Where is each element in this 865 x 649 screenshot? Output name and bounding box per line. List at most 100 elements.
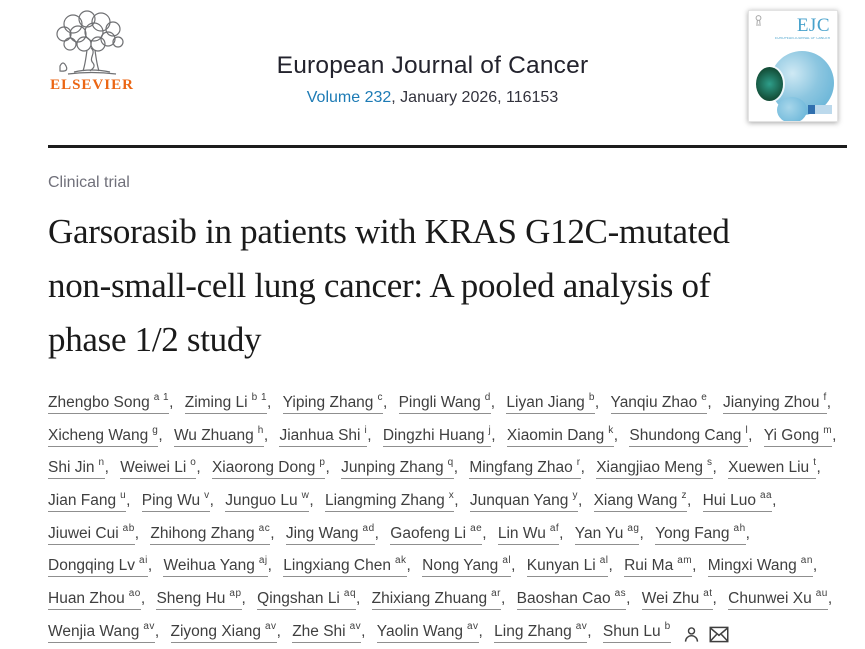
author-separator: , [263, 426, 269, 444]
author-link[interactable]: Gaofeng Li ae [390, 522, 483, 545]
author-link[interactable]: Xiaomin Dang k [506, 424, 614, 447]
author-item: Yong Fang ah, [655, 516, 750, 549]
author-link[interactable]: Weihua Yang aj [163, 555, 268, 578]
author-separator: , [361, 622, 366, 640]
author-separator: , [639, 524, 644, 542]
author-link[interactable]: Dingzhi Huang j [382, 425, 492, 447]
author-link[interactable]: Wenjia Wang av [48, 621, 155, 643]
author-separator: , [712, 459, 717, 477]
author-affiliation-sup: b [664, 620, 671, 632]
author-link[interactable]: Baoshan Cao as [516, 587, 627, 611]
author-link[interactable]: Weiwei Li o [120, 457, 197, 480]
article-title: Garsorasib in patients with KRAS G12C-mu… [48, 212, 730, 359]
author-link[interactable]: Ziming Li b 1 [184, 392, 268, 415]
author-link[interactable]: Mingfang Zhao r [469, 457, 581, 480]
author-affiliation-sup: c [377, 392, 383, 403]
author-separator: , [594, 394, 600, 412]
author-link[interactable]: Ling Zhang av [494, 621, 588, 643]
journal-title-link[interactable]: European Journal of Cancer [276, 52, 589, 79]
author-affiliation-sup: ae [470, 522, 483, 534]
author-link[interactable]: Qingshan Li aq [257, 588, 357, 611]
author-link[interactable]: Pingli Wang d [398, 392, 491, 415]
author-link[interactable]: Zhe Shi av [292, 621, 362, 643]
author-link[interactable]: Shundong Cang l [629, 425, 749, 447]
author-affiliation-sup: ah [733, 522, 746, 534]
author-link[interactable]: Zhengbo Song a 1 [48, 392, 170, 415]
author-link[interactable]: Xiang Wang z [593, 490, 687, 513]
author-separator: , [406, 557, 411, 575]
author-link[interactable]: Dongqing Lv ai [48, 555, 148, 578]
author-affiliation-sup: aa [760, 489, 773, 501]
author-link[interactable]: Xuewen Liu t [728, 457, 817, 480]
author-link[interactable]: Shun Lu b [602, 620, 671, 643]
author-link[interactable]: Jing Wang ad [285, 523, 375, 545]
author-link[interactable]: Jianying Zhou f [722, 392, 827, 415]
author-link[interactable]: Rui Ma am [624, 555, 693, 578]
author-link[interactable]: Lingxiang Chen ak [283, 555, 407, 578]
author-link[interactable]: Yanqiu Zhao e [610, 392, 708, 415]
author-link[interactable]: Xiangjiao Meng s [596, 457, 713, 480]
author-name: Ping Wu [141, 492, 201, 510]
author-name: Jing Wang [285, 524, 359, 542]
author-link[interactable]: Jianhua Shi i [279, 425, 368, 447]
author-link[interactable]: Junping Zhang q [341, 457, 454, 480]
author-link[interactable]: Mingxi Wang an [707, 555, 813, 578]
correspondence-envelope-icon[interactable] [709, 626, 729, 643]
author-link[interactable]: Liangming Zhang x [324, 490, 455, 513]
author-name: Wei Zhu [641, 590, 700, 608]
elsevier-logo[interactable]: ELSEVIER [45, 10, 139, 94]
author-name: Jianhua Shi [279, 426, 361, 444]
author-link[interactable]: Nong Yang al [422, 555, 512, 578]
author-link[interactable]: Yi Gong m [763, 425, 833, 447]
author-link[interactable]: Xiaorong Dong p [211, 457, 326, 480]
author-item: Junping Zhang q, [341, 450, 458, 483]
author-link[interactable]: Zhihong Zhang ac [150, 523, 271, 545]
author-item: Dongqing Lv ai, [48, 548, 152, 581]
author-item: Xuewen Liu t, [728, 450, 821, 483]
author-link[interactable]: Xicheng Wang g [48, 425, 159, 447]
author-link[interactable]: Jian Fang u [48, 490, 127, 513]
author-link[interactable]: Kunyan Li al [526, 555, 609, 578]
author-link[interactable]: Jiuwei Cui ab [48, 523, 135, 545]
author-link[interactable]: Hui Luo aa [702, 489, 773, 513]
author-name: Wu Zhuang [173, 426, 254, 444]
author-link[interactable]: Liyan Jiang b [506, 392, 595, 415]
author-separator: , [587, 622, 592, 640]
author-link[interactable]: Yaolin Wang av [376, 621, 479, 643]
article-category-label: Clinical trial [48, 174, 130, 191]
author-item: Liangming Zhang x, [324, 483, 459, 516]
author-separator: , [169, 394, 174, 412]
author-name: Xiang Wang [593, 492, 678, 510]
author-item: Huan Zhou ao, [48, 581, 145, 614]
author-affiliation-sup: ai [139, 555, 148, 567]
author-link[interactable]: Yan Yu ag [574, 523, 640, 545]
author-affiliation-sup: e [701, 392, 708, 403]
author-item: Shi Jin n, [48, 450, 109, 483]
author-link[interactable]: Junquan Yang y [469, 490, 578, 513]
author-item: Xiang Wang z, [593, 483, 691, 516]
author-affiliation-sup: b 1 [251, 392, 268, 403]
author-affiliation-sup: as [614, 587, 627, 599]
header-divider [48, 145, 847, 148]
author-separator: , [270, 524, 275, 542]
author-link[interactable]: Shi Jin n [48, 457, 105, 480]
author-link[interactable]: Yong Fang ah [655, 522, 746, 545]
author-affiliation-sup: k [608, 424, 614, 436]
author-link[interactable]: Wu Zhuang h [173, 425, 264, 447]
author-link[interactable]: Chunwei Xu au [728, 588, 828, 611]
author-link[interactable]: Wei Zhu at [641, 588, 713, 611]
author-separator: , [158, 426, 163, 444]
author-link[interactable]: Lin Wu af [497, 523, 560, 545]
author-separator: , [126, 492, 131, 510]
author-link[interactable]: Yiping Zhang c [282, 392, 383, 415]
journal-cover-thumbnail[interactable]: EJC EUROPEAN JOURNAL OF CANCER [748, 10, 838, 122]
author-link[interactable]: Ziyong Xiang av [170, 621, 277, 643]
author-separator: , [559, 524, 564, 542]
volume-link[interactable]: Volume 232 [306, 89, 392, 106]
author-link[interactable]: Sheng Hu ap [156, 588, 242, 611]
author-profile-icon[interactable] [682, 625, 701, 644]
author-link[interactable]: Ping Wu v [141, 490, 210, 513]
author-link[interactable]: Junguo Lu w [225, 490, 310, 513]
author-link[interactable]: Huan Zhou ao [48, 588, 141, 611]
author-link[interactable]: Zhixiang Zhuang ar [371, 588, 502, 611]
